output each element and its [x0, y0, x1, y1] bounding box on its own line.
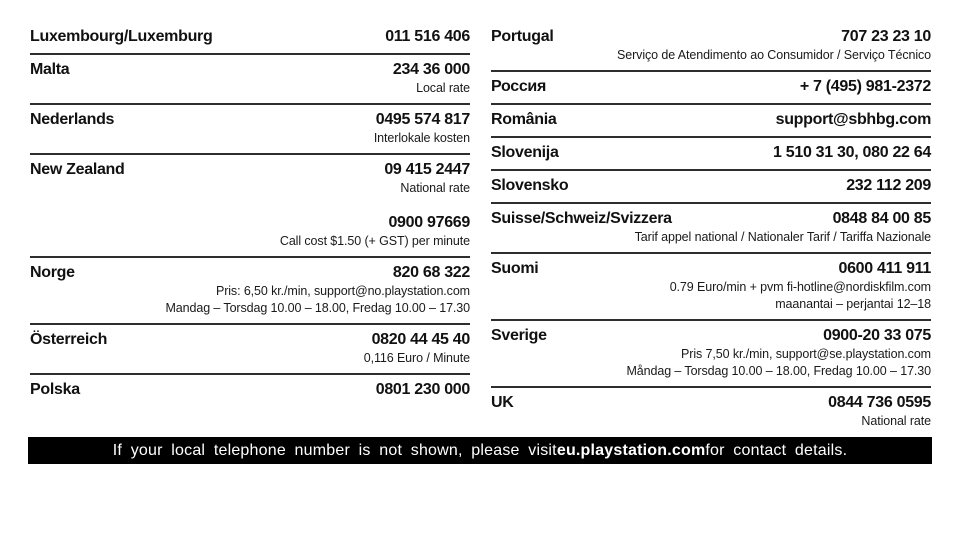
entry-sverige: Sverige 0900-20 33 075 Pris 7,50 kr./min…: [491, 321, 931, 388]
country-name: Slovenija: [491, 144, 559, 161]
country-name: Luxembourg/Luxemburg: [30, 28, 213, 45]
country-name: Portugal: [491, 28, 554, 45]
entry-slovensko: Slovensko 232 112 209: [491, 171, 931, 204]
entry-row: România support@sbhbg.com: [491, 109, 931, 130]
spacer: [30, 197, 470, 212]
hours-note: maanantai – perjantai 12–18: [775, 297, 931, 311]
rate-note: Pris 7,50 kr./min, support@se.playstatio…: [681, 347, 931, 361]
entry-oesterreich: Österreich 0820 44 45 40 0,116 Euro / Mi…: [30, 325, 470, 375]
phone-number-secondary: 0900 97669: [388, 214, 470, 231]
country-name: New Zealand: [30, 161, 125, 178]
country-name: Slovensko: [491, 177, 569, 194]
phone-number: 0801 230 000: [375, 381, 471, 398]
entry-new-zealand: New Zealand 09 415 2447 National rate 09…: [30, 155, 470, 258]
entry-row: Slovenija 1 510 31 30, 080 22 64: [491, 142, 931, 163]
contact-columns: Luxembourg/Luxemburg 011 516 406 Malta 2…: [30, 24, 931, 436]
entry-row: Sverige 0900-20 33 075: [491, 325, 931, 346]
entry-row: Norge 820 68 322: [30, 262, 470, 283]
entry-row: UK 0844 736 0595: [491, 392, 931, 413]
entry-polska: Polska 0801 230 000: [30, 375, 470, 406]
phone-number: 1 510 31 30, 080 22 64: [773, 144, 931, 161]
rate-note: 0,116 Euro / Minute: [363, 351, 470, 365]
rate-note: National rate: [861, 414, 931, 428]
entry-row: Suisse/Schweiz/Svizzera 0848 84 00 85: [491, 208, 931, 229]
entry-romania: România support@sbhbg.com: [491, 105, 931, 138]
entry-row: Österreich 0820 44 45 40: [30, 329, 470, 350]
phone-number: 232 112 209: [846, 177, 931, 194]
phone-number: 820 68 322: [392, 264, 470, 281]
entry-norge: Norge 820 68 322 Pris: 6,50 kr./min, sup…: [30, 258, 470, 325]
country-name: Россия: [491, 78, 547, 95]
rate-note: Pris: 6,50 kr./min, support@no.playstati…: [215, 284, 470, 298]
entry-slovenija: Slovenija 1 510 31 30, 080 22 64: [491, 138, 931, 171]
rate-note: Local rate: [416, 81, 470, 95]
entry-suisse: Suisse/Schweiz/Svizzera 0848 84 00 85 Ta…: [491, 204, 931, 254]
phone-number: 0600 411 911: [838, 260, 931, 277]
entry-nederlands: Nederlands 0495 574 817 Interlokale kost…: [30, 105, 470, 155]
phone-number: 011 516 406: [385, 28, 470, 45]
service-note: Serviço de Atendimento ao Consumidor / S…: [617, 48, 931, 62]
footer-text-after: for contact details.: [705, 441, 848, 459]
entry-luxembourg: Luxembourg/Luxemburg 011 516 406: [30, 24, 470, 55]
entry-row-secondary: 0900 97669: [30, 212, 470, 233]
right-column: Portugal 707 23 23 10 Serviço de Atendim…: [491, 24, 931, 436]
phone-number: 0848 84 00 85: [832, 210, 932, 227]
phone-number: + 7 (495) 981-2372: [799, 78, 931, 95]
country-name: Polska: [30, 381, 80, 398]
entry-row: Nederlands 0495 574 817: [30, 109, 470, 130]
phone-number: 707 23 23 10: [841, 28, 931, 45]
phone-number: 0844 736 0595: [828, 394, 931, 411]
country-name: Nederlands: [30, 111, 115, 128]
country-name: Suisse/Schweiz/Svizzera: [491, 210, 672, 227]
left-column: Luxembourg/Luxemburg 011 516 406 Malta 2…: [30, 24, 470, 436]
entry-row: Luxembourg/Luxemburg 011 516 406: [30, 26, 470, 47]
country-name: România: [491, 111, 557, 128]
rate-note: Call cost $1.50 (+ GST) per minute: [279, 234, 470, 248]
support-email: support@sbhbg.com: [775, 111, 932, 128]
rate-note: 0.79 Euro/min + pvm fi-hotline@nordiskfi…: [669, 280, 931, 294]
footer-website-url: eu.playstation.com: [556, 441, 706, 459]
entry-row: Polska 0801 230 000: [30, 379, 470, 400]
country-name: Sverige: [491, 327, 547, 344]
hours-note: Måndag – Torsdag 10.00 – 18.00, Fredag 1…: [626, 364, 931, 378]
entry-portugal: Portugal 707 23 23 10 Serviço de Atendim…: [491, 24, 931, 72]
country-name: UK: [491, 394, 514, 411]
country-name: Suomi: [491, 260, 539, 277]
entry-uk: UK 0844 736 0595 National rate: [491, 388, 931, 436]
entry-malta: Malta 234 36 000 Local rate: [30, 55, 470, 105]
country-name: Österreich: [30, 331, 108, 348]
entry-row: Россия + 7 (495) 981-2372: [491, 76, 931, 97]
hours-note: Mandag – Torsdag 10.00 – 18.00, Fredag 1…: [165, 301, 470, 315]
entry-row: Slovensko 232 112 209: [491, 175, 931, 196]
entry-suomi: Suomi 0600 411 911 0.79 Euro/min + pvm f…: [491, 254, 931, 321]
rate-note: Tarif appel national / Nationaler Tarif …: [634, 230, 931, 244]
entry-row: Malta 234 36 000: [30, 59, 470, 80]
rate-note: Interlokale kosten: [373, 131, 470, 145]
phone-number: 09 415 2447: [384, 161, 470, 178]
phone-number: 234 36 000: [392, 61, 470, 78]
entry-row: Suomi 0600 411 911: [491, 258, 931, 279]
entry-row: New Zealand 09 415 2447: [30, 159, 470, 180]
entry-row: Portugal 707 23 23 10: [491, 26, 931, 47]
rate-note: National rate: [400, 181, 470, 195]
phone-number: 0495 574 817: [375, 111, 471, 128]
footer-text-before: If your local telephone number is not sh…: [112, 441, 557, 459]
country-name: Malta: [30, 61, 70, 78]
phone-number: 0820 44 45 40: [371, 331, 471, 348]
country-name: Norge: [30, 264, 75, 281]
phone-number: 0900-20 33 075: [823, 327, 931, 344]
footer-banner: If your local telephone number is not sh…: [28, 437, 932, 464]
entry-russia: Россия + 7 (495) 981-2372: [491, 72, 931, 105]
